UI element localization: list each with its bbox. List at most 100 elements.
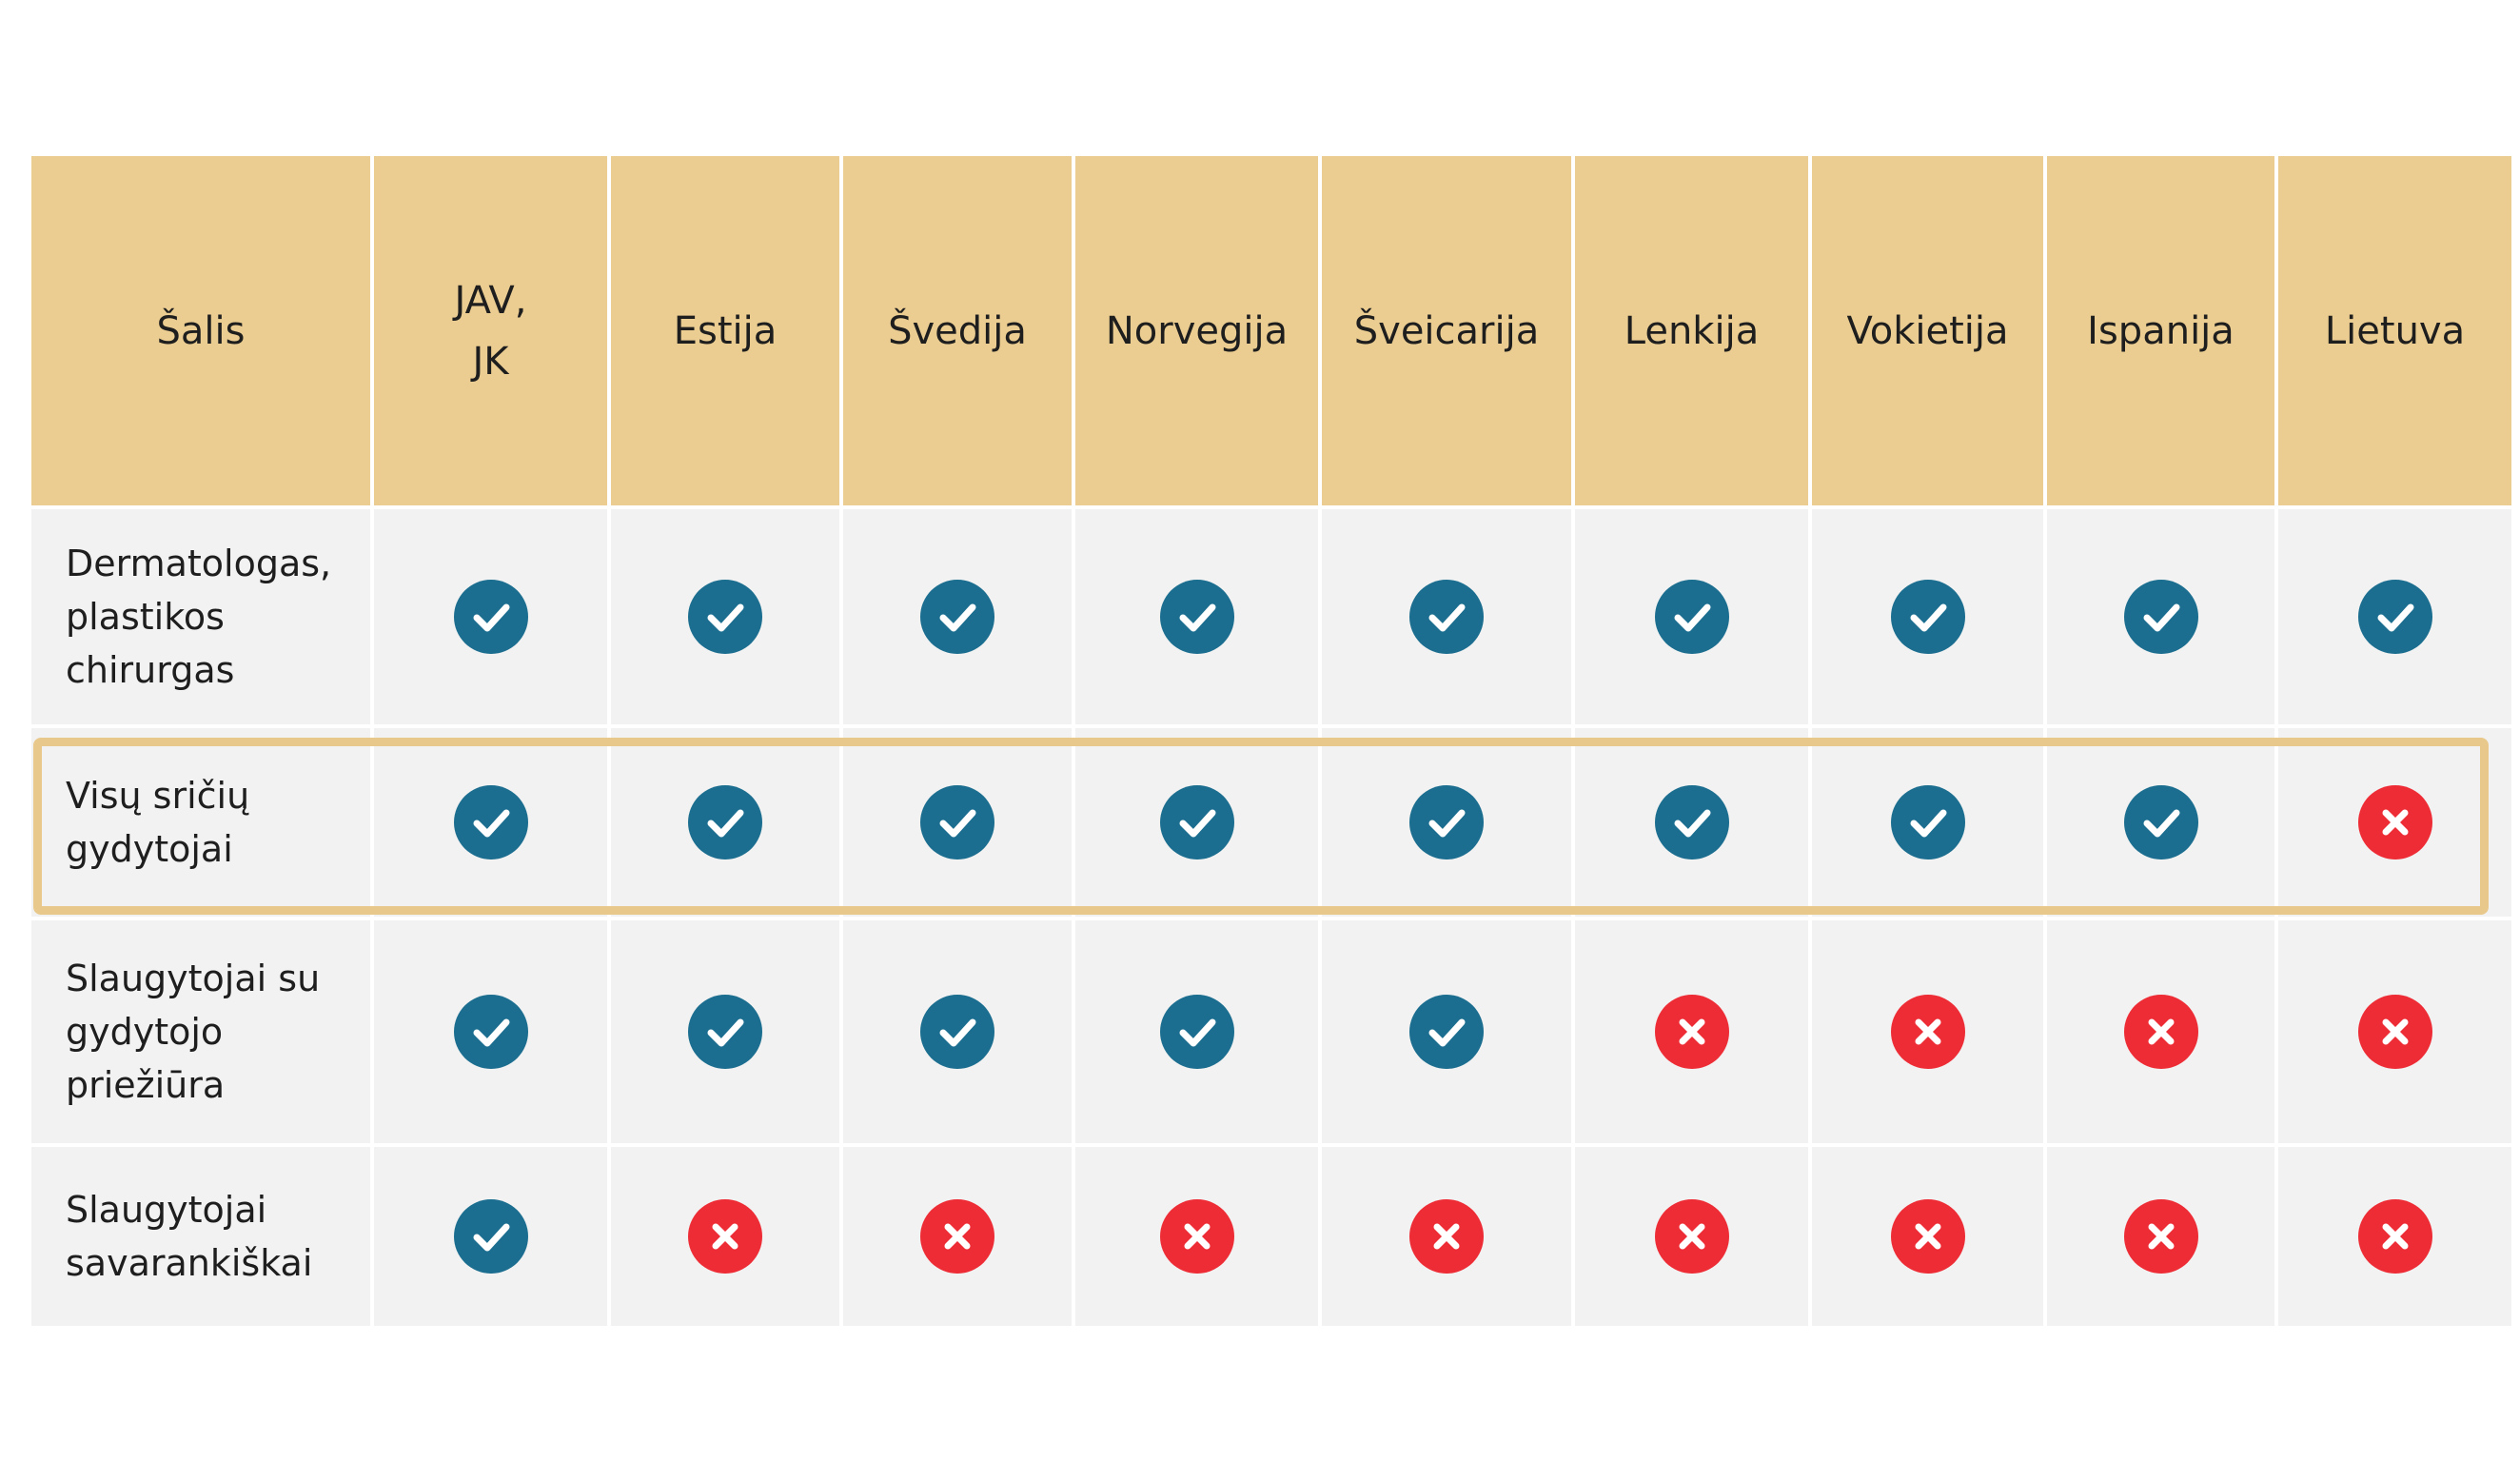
comparison-table: Šalis JAV, JK Estija Švedija Norvegija Šveica…: [31, 156, 2511, 1326]
table-cell: [843, 1147, 1072, 1326]
check-circle-icon: [1159, 785, 1234, 859]
table-cell: [611, 1147, 839, 1326]
header-country: Vokietija: [1812, 156, 2043, 505]
row-label: Visų sričių gydytojai: [31, 728, 370, 917]
check-circle-icon: [920, 785, 994, 859]
x-circle-icon: [1654, 1199, 1729, 1274]
header-country: Norvegija: [1075, 156, 1318, 505]
row-label: Slaugytojai savarankiškai: [31, 1147, 370, 1326]
table-cell: [2047, 1147, 2274, 1326]
x-circle-icon: [1890, 1199, 1965, 1274]
table-cell: [1812, 509, 2043, 724]
row-label-text: Slaugytojai savarankiškai: [66, 1189, 313, 1284]
header-country-text: JAV, JK: [454, 278, 527, 384]
check-circle-icon: [1409, 995, 1484, 1069]
table-cell: [374, 920, 607, 1143]
header-country: Estija: [611, 156, 839, 505]
table-cell: [374, 509, 607, 724]
header-country: Ispanija: [2047, 156, 2274, 505]
header-country-text: Lietuva: [2324, 308, 2466, 353]
header-corner: Šalis: [31, 156, 370, 505]
table-cell: [843, 509, 1072, 724]
table-cell: [1812, 1147, 2043, 1326]
check-circle-icon: [688, 995, 762, 1069]
table-cell: [374, 1147, 607, 1326]
table-cell: [1812, 728, 2043, 917]
check-circle-icon: [453, 785, 528, 859]
header-country-text: Ispanija: [2087, 308, 2235, 353]
check-circle-icon: [2123, 785, 2198, 859]
x-circle-icon: [920, 1199, 994, 1274]
table-cell: [1075, 509, 1318, 724]
table-cell: [843, 728, 1072, 917]
table-cell: [1812, 920, 2043, 1143]
header-country-text: Švedija: [888, 308, 1027, 353]
header-country-text: Šveicarija: [1353, 308, 1540, 353]
header-country: Lenkija: [1575, 156, 1808, 505]
row-label-text: Dermatologas, plastikos chirurgas: [66, 543, 332, 691]
table-cell: [611, 509, 839, 724]
table-cell: [611, 728, 839, 917]
table-cell: [1575, 1147, 1808, 1326]
row-label: Slaugytojai su gydytojo priežiūra: [31, 920, 370, 1143]
table-cell: [374, 728, 607, 917]
table-cell: [1575, 920, 1808, 1143]
check-circle-icon: [920, 995, 994, 1069]
check-circle-icon: [1159, 580, 1234, 654]
check-circle-icon: [688, 785, 762, 859]
header-country-text: Lenkija: [1624, 308, 1760, 353]
table-cell: [2278, 920, 2511, 1143]
table-cell: [843, 920, 1072, 1143]
table-cell: [1322, 509, 1571, 724]
table-cell: [1075, 728, 1318, 917]
header-country-text: Norvegija: [1105, 308, 1289, 353]
row-label-text: Slaugytojai su gydytojo priežiūra: [66, 958, 321, 1106]
x-circle-icon: [1890, 995, 1965, 1069]
x-circle-icon: [2357, 1199, 2432, 1274]
header-country: Lietuva: [2278, 156, 2511, 505]
table-cell: [611, 920, 839, 1143]
x-circle-icon: [1409, 1199, 1484, 1274]
check-circle-icon: [453, 1199, 528, 1274]
x-circle-icon: [688, 1199, 762, 1274]
check-circle-icon: [1409, 580, 1484, 654]
table-cell: [2047, 920, 2274, 1143]
table-cell: [1075, 1147, 1318, 1326]
table-cell: [1322, 728, 1571, 917]
header-country-text: Estija: [673, 308, 778, 353]
check-circle-icon: [1654, 785, 1729, 859]
table-cell: [2047, 728, 2274, 917]
check-circle-icon: [453, 580, 528, 654]
check-circle-icon: [453, 995, 528, 1069]
check-circle-icon: [1654, 580, 1729, 654]
table-cell: [1575, 728, 1808, 917]
table-cell: [2278, 1147, 2511, 1326]
table-cell: [1322, 920, 1571, 1143]
header-country: JAV, JK: [374, 156, 607, 505]
table-cell: [2278, 728, 2511, 917]
table-cell: [1575, 509, 1808, 724]
x-circle-icon: [2357, 785, 2432, 859]
check-circle-icon: [2357, 580, 2432, 654]
header-corner-text: Šalis: [156, 308, 246, 353]
x-circle-icon: [2123, 1199, 2198, 1274]
check-circle-icon: [688, 580, 762, 654]
check-circle-icon: [920, 580, 994, 654]
table-cell: [2278, 509, 2511, 724]
x-circle-icon: [2123, 995, 2198, 1069]
x-circle-icon: [1159, 1199, 1234, 1274]
check-circle-icon: [2123, 580, 2198, 654]
table-grid: Šalis JAV, JK Estija Švedija Norvegija Šveica…: [31, 156, 2511, 1326]
check-circle-icon: [1159, 995, 1234, 1069]
table-cell: [1075, 920, 1318, 1143]
check-circle-icon: [1890, 580, 1965, 654]
table-cell: [1322, 1147, 1571, 1326]
check-circle-icon: [1890, 785, 1965, 859]
header-country: Švedija: [843, 156, 1072, 505]
x-circle-icon: [2357, 995, 2432, 1069]
check-circle-icon: [1409, 785, 1484, 859]
table-cell: [2047, 509, 2274, 724]
row-label: Dermatologas, plastikos chirurgas: [31, 509, 370, 724]
header-country-text: Vokietija: [1846, 308, 2009, 353]
row-label-text: Visų sričių gydytojai: [66, 775, 250, 870]
